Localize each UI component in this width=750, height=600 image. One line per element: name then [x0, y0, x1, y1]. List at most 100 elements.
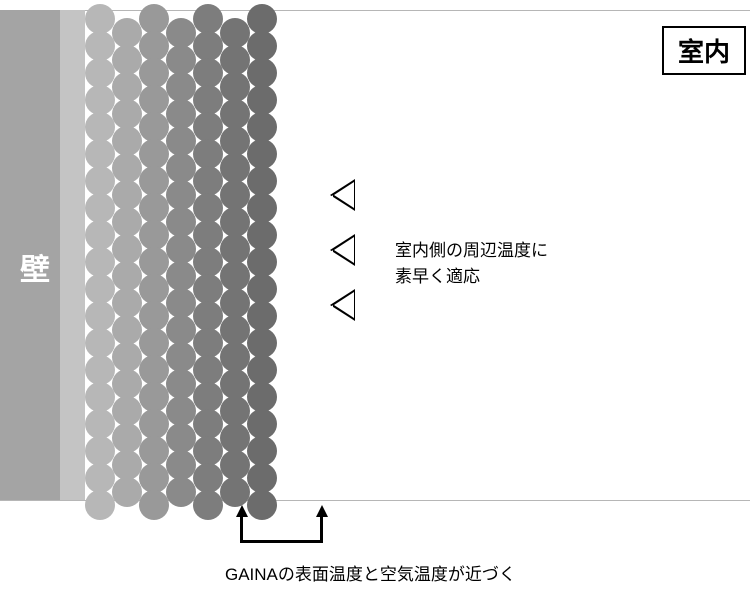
particle — [85, 166, 115, 196]
particle — [112, 261, 142, 291]
particle — [85, 112, 115, 142]
particle — [112, 72, 142, 102]
room-label-box: 室内 — [662, 26, 746, 75]
particle — [220, 45, 250, 75]
particle — [112, 450, 142, 480]
particle — [193, 409, 223, 439]
particle — [85, 193, 115, 223]
particle — [166, 450, 196, 480]
particle — [193, 85, 223, 115]
particle — [220, 315, 250, 345]
particle — [166, 369, 196, 399]
particle — [139, 490, 169, 520]
particle — [139, 193, 169, 223]
particle — [112, 477, 142, 507]
particle — [112, 342, 142, 372]
particle — [112, 45, 142, 75]
particle — [193, 193, 223, 223]
particle — [139, 4, 169, 34]
particle — [193, 112, 223, 142]
particle — [247, 166, 277, 196]
particle — [85, 463, 115, 493]
particle — [193, 274, 223, 304]
particle — [85, 247, 115, 277]
particle — [247, 58, 277, 88]
particle — [166, 423, 196, 453]
wall-label: 壁 — [20, 245, 50, 289]
particle — [112, 234, 142, 264]
particle — [139, 301, 169, 331]
particle — [193, 58, 223, 88]
particle — [139, 436, 169, 466]
particle — [220, 99, 250, 129]
arrow-up-icon — [316, 505, 328, 517]
particle — [247, 409, 277, 439]
arrow-up-icon — [236, 505, 248, 517]
diagram-stage: 壁 室内 室内側の周辺温度に 素早く適応 GAINAの表面温度と空気温度が近づく — [0, 0, 750, 600]
particle — [139, 328, 169, 358]
particle — [85, 328, 115, 358]
particle — [220, 261, 250, 291]
side-line-1: 室内側の周辺温度に — [395, 238, 548, 264]
room-label: 室内 — [678, 37, 730, 67]
particle — [85, 382, 115, 412]
particle — [220, 234, 250, 264]
particle — [112, 315, 142, 345]
particle — [112, 18, 142, 48]
particle — [220, 72, 250, 102]
particle — [166, 126, 196, 156]
particle — [139, 274, 169, 304]
particle — [85, 301, 115, 331]
particle — [193, 301, 223, 331]
particle — [85, 490, 115, 520]
particle — [193, 382, 223, 412]
particle — [139, 166, 169, 196]
particle — [85, 58, 115, 88]
particle — [220, 126, 250, 156]
particle — [220, 153, 250, 183]
particle — [220, 342, 250, 372]
particle — [166, 99, 196, 129]
particle — [193, 220, 223, 250]
particle — [166, 342, 196, 372]
particle — [85, 220, 115, 250]
direction-triangle-icon — [330, 289, 355, 321]
particle — [139, 382, 169, 412]
particle — [85, 31, 115, 61]
direction-triangle-icon — [330, 179, 355, 211]
particle — [193, 166, 223, 196]
particle — [193, 463, 223, 493]
wall-gap — [60, 10, 85, 500]
particle — [166, 477, 196, 507]
particle — [247, 436, 277, 466]
particle — [112, 207, 142, 237]
particle — [112, 423, 142, 453]
particle — [112, 99, 142, 129]
particle — [85, 139, 115, 169]
direction-triangle-icon — [330, 234, 355, 266]
particle — [247, 139, 277, 169]
particle — [139, 409, 169, 439]
particle — [112, 180, 142, 210]
bracket-segment — [320, 515, 323, 540]
particle — [220, 477, 250, 507]
particle — [220, 396, 250, 426]
particle — [139, 355, 169, 385]
particle — [193, 436, 223, 466]
particle — [85, 85, 115, 115]
particle — [247, 112, 277, 142]
side-description: 室内側の周辺温度に 素早く適応 — [395, 238, 548, 289]
particle — [166, 288, 196, 318]
particle — [220, 369, 250, 399]
particle — [247, 463, 277, 493]
particle — [166, 315, 196, 345]
particle — [220, 288, 250, 318]
bracket-segment — [240, 540, 323, 543]
particle — [166, 207, 196, 237]
bottom-caption: GAINAの表面温度と空気温度が近づく — [225, 560, 516, 585]
particle — [166, 153, 196, 183]
particle — [220, 207, 250, 237]
particle — [247, 328, 277, 358]
particle — [247, 382, 277, 412]
particle — [247, 301, 277, 331]
